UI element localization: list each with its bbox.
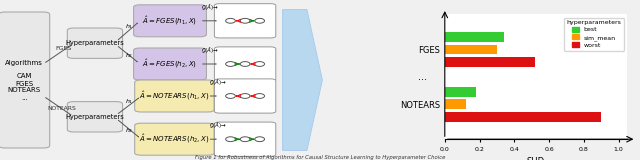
Text: Algorithms

CAM
FGES
NOTEARS
...: Algorithms CAM FGES NOTEARS ... [5,60,44,100]
Ellipse shape [226,62,236,66]
FancyBboxPatch shape [0,12,50,148]
Text: $\hat{A} = FGES(h_1, X)$: $\hat{A} = FGES(h_1, X)$ [143,15,198,27]
FancyBboxPatch shape [134,80,214,112]
FancyBboxPatch shape [134,123,214,155]
FancyBboxPatch shape [67,102,122,132]
Text: $\hat{A} = FGES(h_2, X)$: $\hat{A} = FGES(h_2, X)$ [143,58,198,70]
Text: $\mathcal{G}(\hat{A})\!\rightarrow$: $\mathcal{G}(\hat{A})\!\rightarrow$ [209,120,227,131]
Text: $\hat{A} = NOTEARS(h_2, X)$: $\hat{A} = NOTEARS(h_2, X)$ [140,133,210,145]
Bar [445,100,466,109]
Bar [445,87,476,96]
Text: ...: ... [419,72,428,82]
Text: Hyperparameters: Hyperparameters [65,114,124,120]
FancyBboxPatch shape [134,48,207,80]
Bar [445,32,504,42]
Ellipse shape [226,137,236,142]
Polygon shape [283,10,323,150]
Text: $h_1$: $h_1$ [125,97,133,106]
Text: $h_2$: $h_2$ [125,126,133,135]
Text: Figure 1 for Robustness of Algorithms for Causal Structure Learning to Hyperpara: Figure 1 for Robustness of Algorithms fo… [195,155,445,160]
Ellipse shape [255,62,264,66]
Text: $h_1$: $h_1$ [125,22,133,31]
Ellipse shape [226,18,236,23]
X-axis label: SHD: SHD [527,157,545,160]
Text: $\mathcal{G}(\hat{A})\!\rightarrow$: $\mathcal{G}(\hat{A})\!\rightarrow$ [201,2,219,13]
Text: $\hat{A} = NOTEARS(h_1, X)$: $\hat{A} = NOTEARS(h_1, X)$ [140,90,210,102]
Bar [445,57,535,67]
FancyBboxPatch shape [214,4,276,38]
Ellipse shape [240,137,250,142]
Legend: best, sim_mean, worst: best, sim_mean, worst [564,18,624,51]
Text: Hyperparameters: Hyperparameters [65,40,124,46]
Text: $h_2$: $h_2$ [125,51,133,60]
Ellipse shape [255,18,264,23]
FancyBboxPatch shape [214,122,276,156]
Text: FGES: FGES [55,46,72,51]
Text: $\mathcal{G}(\hat{A})\!\rightarrow$: $\mathcal{G}(\hat{A})\!\rightarrow$ [201,45,219,56]
Ellipse shape [255,137,264,142]
FancyBboxPatch shape [67,28,122,58]
Ellipse shape [255,94,264,98]
Ellipse shape [240,18,250,23]
FancyBboxPatch shape [134,5,207,37]
Text: $\mathcal{G}(\hat{A})\!\rightarrow$: $\mathcal{G}(\hat{A})\!\rightarrow$ [209,77,227,88]
FancyBboxPatch shape [214,47,276,81]
Bar [445,45,497,54]
FancyBboxPatch shape [214,79,276,113]
Bar [445,112,601,121]
Text: NOTEARS: NOTEARS [48,106,76,111]
Ellipse shape [226,94,236,98]
Ellipse shape [240,62,250,66]
Ellipse shape [240,94,250,98]
